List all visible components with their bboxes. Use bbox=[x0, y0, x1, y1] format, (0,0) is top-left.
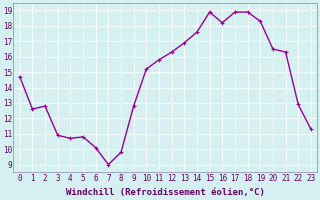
X-axis label: Windchill (Refroidissement éolien,°C): Windchill (Refroidissement éolien,°C) bbox=[66, 188, 265, 197]
